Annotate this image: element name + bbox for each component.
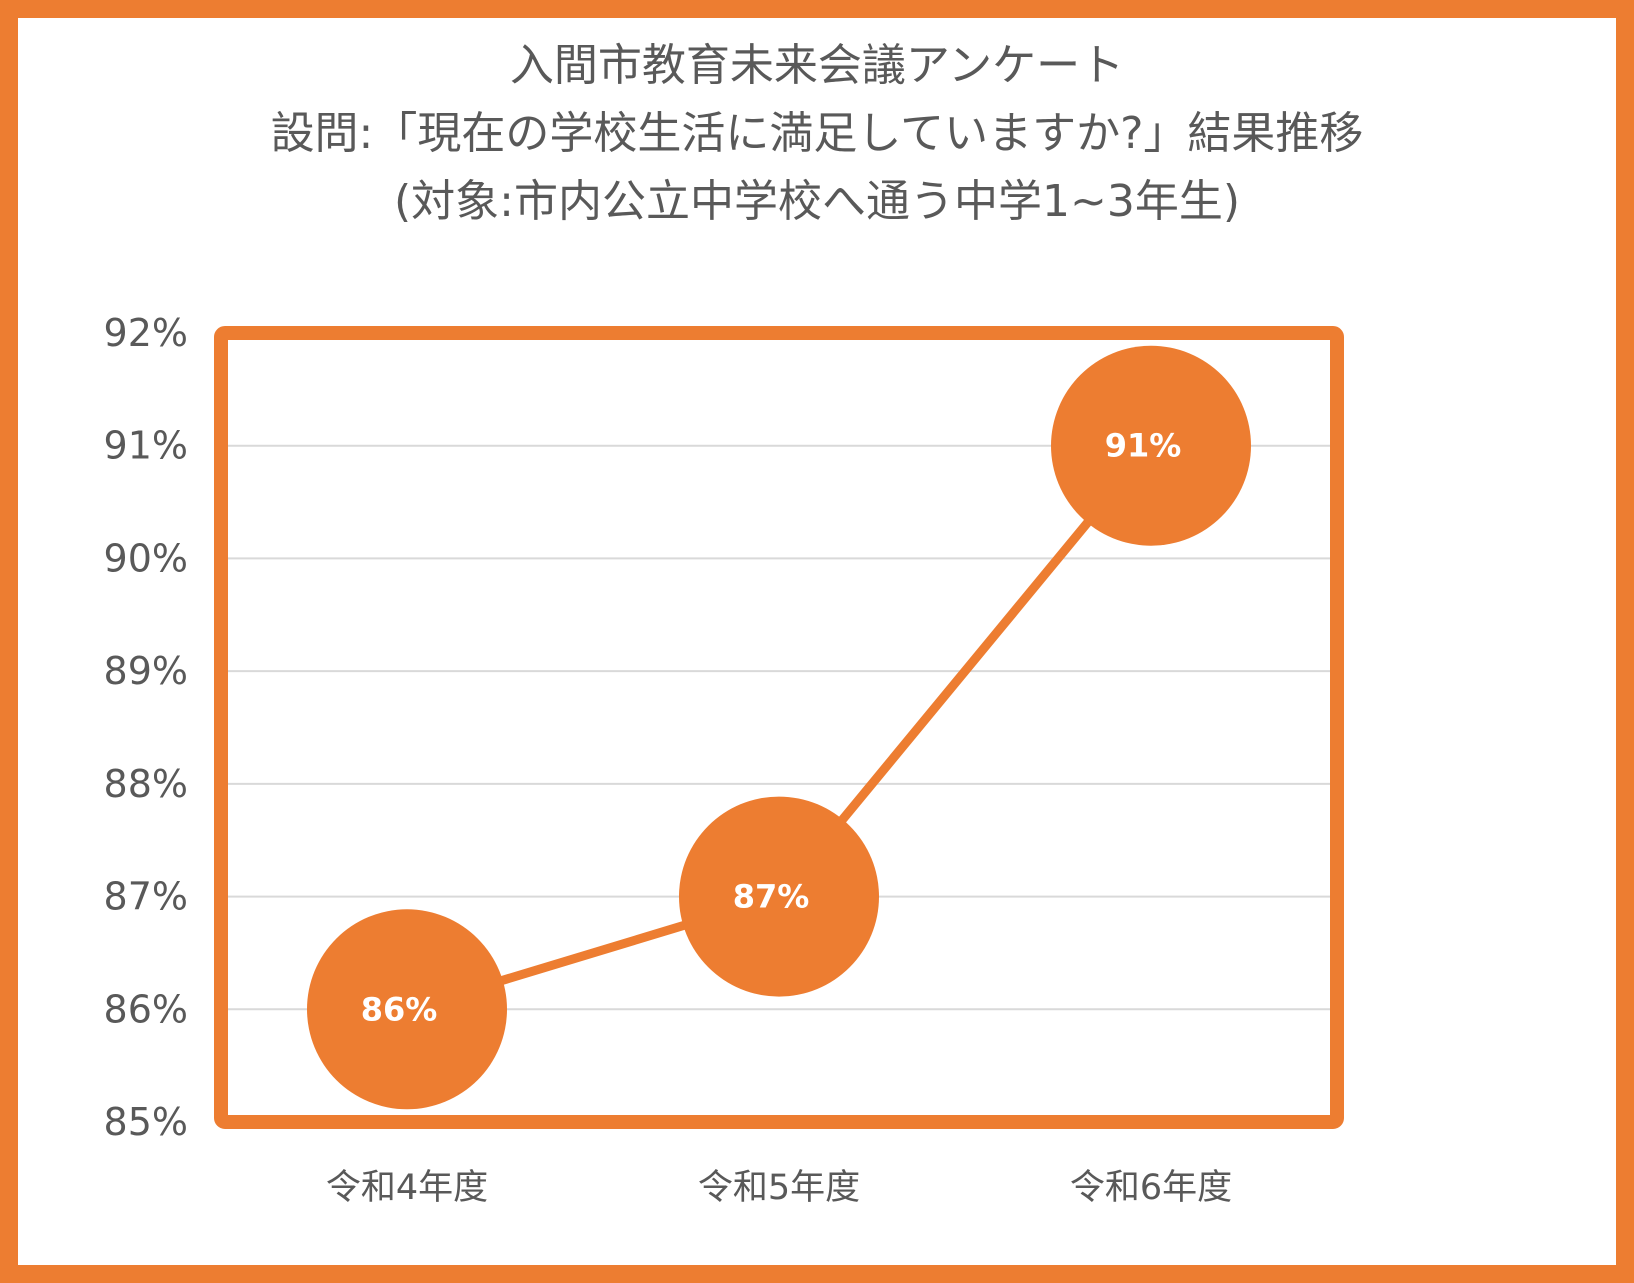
y-tick-label: 91% [104, 424, 188, 468]
y-tick-label: 90% [104, 536, 188, 580]
y-tick-label: 85% [104, 1100, 188, 1144]
title-line-3: (対象:市内公立中学校へ通う中学1~3年生) [393, 176, 1240, 227]
y-tick-label: 89% [104, 649, 188, 693]
data-point-marker [1051, 345, 1251, 546]
chart-title: 入間市教育未来会議アンケート 設問:「現在の学校生活に満足していますか?」結果推… [0, 32, 1634, 236]
data-label: 86% [361, 990, 438, 1028]
x-category-label: 令和5年度 [698, 1168, 860, 1208]
y-tick-label: 87% [104, 875, 188, 919]
plot-area-border [214, 326, 1344, 1129]
x-category-label: 令和4年度 [326, 1168, 488, 1208]
y-axis-ticks: 85% 86% 87% 88% 89% 90% 91% 92% [104, 311, 188, 1144]
y-tick-label: 88% [104, 762, 188, 806]
data-label: 91% [1105, 427, 1182, 465]
title-line-1: 入間市教育未来会議アンケート [509, 40, 1125, 91]
x-axis-categories: 令和4年度 令和5年度 令和6年度 [326, 1168, 1232, 1208]
series-satisfaction: 86% 87% 91% [307, 345, 1251, 1110]
data-point-marker [679, 796, 879, 997]
x-category-label: 令和6年度 [1070, 1168, 1232, 1208]
title-line-2: 設問:「現在の学校生活に満足していますか?」結果推移 [270, 108, 1364, 159]
y-tick-label: 86% [104, 987, 188, 1031]
y-tick-label: 92% [104, 311, 188, 355]
data-label: 87% [733, 878, 810, 916]
data-point-marker [307, 909, 507, 1110]
